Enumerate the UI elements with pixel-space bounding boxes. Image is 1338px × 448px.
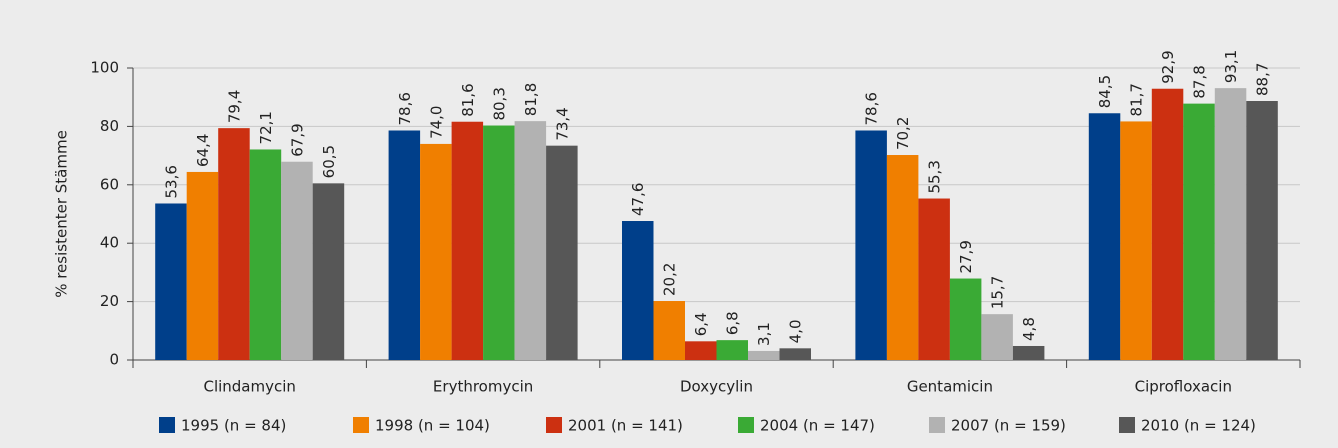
legend-label: 2010 (n = 124)	[1141, 417, 1256, 435]
value-label: 88,7	[1254, 63, 1272, 96]
value-label: 55,3	[926, 160, 944, 193]
bar	[1120, 121, 1152, 360]
bar	[685, 341, 717, 360]
bar	[949, 278, 982, 360]
value-label: 78,6	[863, 92, 881, 125]
bar	[1012, 345, 1045, 360]
y-tick-label: 0	[109, 351, 119, 369]
bar	[653, 301, 685, 360]
bar	[388, 130, 421, 360]
value-label: 67,9	[288, 123, 306, 156]
y-tick-label: 80	[100, 117, 119, 135]
value-label: 87,8	[1191, 65, 1209, 98]
value-label: 81,7	[1128, 83, 1146, 116]
bar	[855, 130, 887, 360]
value-label: 79,4	[225, 90, 243, 123]
bar	[546, 145, 578, 360]
y-tick-label: 100	[90, 59, 119, 77]
value-label: 93,1	[1222, 50, 1240, 83]
value-label: 73,4	[553, 107, 571, 140]
value-label: 78,6	[396, 92, 414, 125]
bar	[1214, 88, 1247, 360]
legend-label: 1998 (n = 104)	[375, 417, 490, 435]
value-label: 6,4	[692, 312, 710, 336]
bar	[1246, 100, 1278, 360]
value-label: 4,8	[1020, 317, 1038, 341]
bar	[1151, 88, 1184, 361]
value-label: 81,8	[522, 83, 540, 116]
bar	[155, 203, 187, 360]
bar	[622, 221, 654, 360]
value-label: 6,8	[724, 311, 742, 335]
y-axis-label: % resistenter Stämme	[53, 130, 71, 298]
bar	[186, 171, 219, 360]
value-label: 74,0	[427, 106, 445, 139]
value-label: 84,5	[1096, 75, 1114, 108]
bar	[218, 128, 250, 360]
bar	[918, 198, 950, 360]
legend-swatch	[1119, 417, 1135, 433]
value-label: 15,7	[989, 276, 1007, 309]
bar	[1183, 103, 1215, 361]
value-label: 53,6	[162, 165, 180, 198]
legend-label: 2007 (n = 159)	[951, 417, 1066, 435]
value-label: 47,6	[629, 183, 647, 216]
value-label: 60,5	[320, 145, 338, 178]
bar	[886, 155, 919, 360]
legend-swatch	[159, 417, 175, 433]
bar	[1088, 113, 1121, 360]
bar	[779, 348, 811, 360]
value-label: 27,9	[957, 240, 975, 273]
value-label: 70,2	[894, 117, 912, 150]
y-tick-label: 60	[100, 175, 119, 193]
value-label: 80,3	[490, 87, 508, 120]
value-label: 64,4	[194, 134, 212, 167]
value-label: 81,6	[459, 83, 477, 116]
y-tick-label: 40	[100, 234, 119, 252]
value-label: 20,2	[661, 263, 679, 296]
bar	[716, 340, 748, 360]
bar	[483, 125, 515, 360]
legend-label: 2004 (n = 147)	[760, 417, 875, 435]
value-label: 72,1	[257, 111, 275, 144]
value-label: 3,1	[755, 322, 773, 346]
bar	[748, 350, 780, 360]
y-tick-label: 20	[100, 292, 119, 310]
x-tick-label: Gentamicin	[907, 378, 993, 396]
x-tick-label: Erythromycin	[433, 378, 533, 396]
bar	[451, 121, 484, 360]
x-tick-label: Doxycylin	[680, 378, 753, 396]
bar	[514, 121, 547, 360]
legend-swatch	[929, 417, 945, 433]
bar	[281, 161, 313, 360]
legend-label: 2001 (n = 141)	[568, 417, 683, 435]
bar	[249, 149, 282, 360]
value-label: 92,9	[1159, 50, 1177, 83]
legend-swatch	[738, 417, 754, 433]
x-tick-label: Ciprofloxacin	[1135, 378, 1232, 396]
value-label: 4,0	[787, 319, 805, 343]
x-tick-label: Clindamycin	[203, 378, 295, 396]
bar	[420, 143, 452, 360]
legend-swatch	[353, 417, 369, 433]
legend-label: 1995 (n = 84)	[181, 417, 286, 435]
bar	[981, 314, 1013, 360]
bar	[312, 183, 345, 360]
legend-swatch	[546, 417, 562, 433]
